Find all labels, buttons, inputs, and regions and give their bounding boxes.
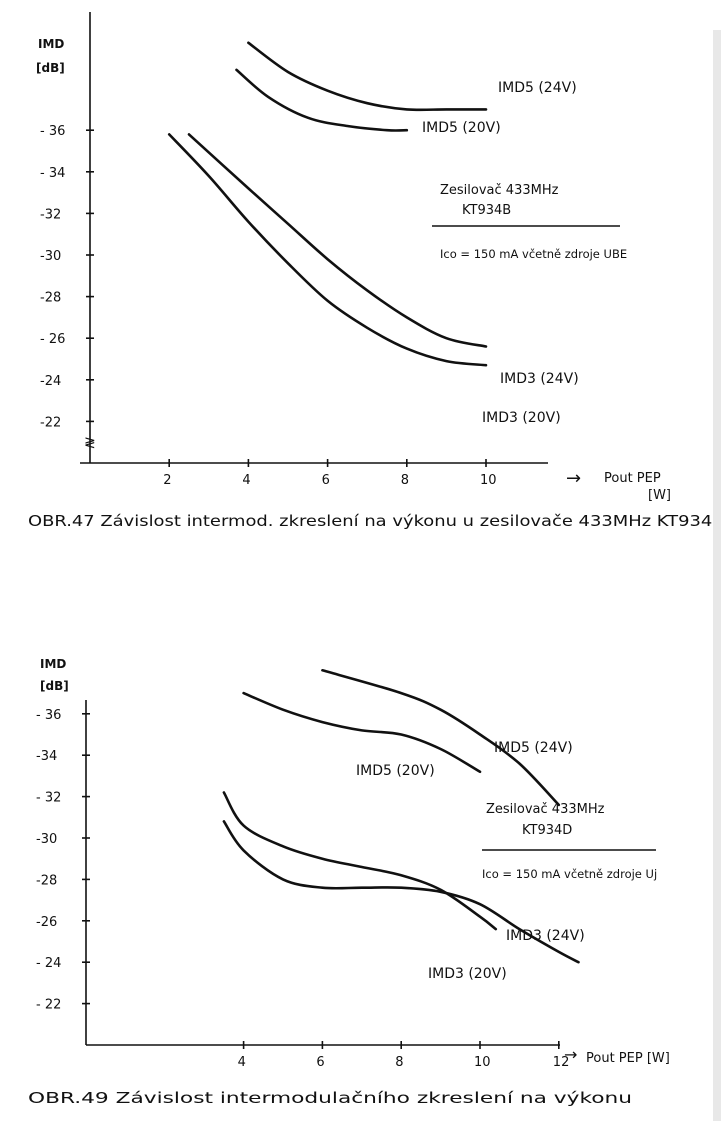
chart-2-caption: OBR.49 Závislost intermodulačního zkresl… — [28, 1089, 632, 1107]
chart-2-ytick-label: -34 — [36, 749, 57, 764]
chart-1-series-imd3-24v — [187, 133, 488, 348]
chart-2-xtick-label: 12 — [553, 1055, 570, 1070]
chart-2-ytick-label: - 32 — [36, 791, 61, 806]
chart-1-ytick-label: -32 — [40, 207, 61, 222]
chart-2-xlabel-arrow: → — [564, 1045, 577, 1064]
chart-1-xtick-label: 4 — [242, 473, 250, 488]
chart-2-ytick-label: -26 — [36, 915, 57, 930]
chart-1-caption: OBR.47 Závislost intermod. zkreslení na … — [28, 512, 718, 530]
chart-1-note-line-2: KT934B — [462, 203, 511, 218]
chart-1-xtick-label: 6 — [322, 473, 330, 488]
chart-1-xtick-label: 8 — [401, 473, 409, 488]
chart-1-ytick-label: - 34 — [40, 166, 65, 181]
chart-2-label-imd3-20v: IMD3 (20V) — [428, 966, 507, 982]
chart-1-xlabel-arrow: → — [566, 468, 581, 489]
chart-2-note-line-3: Ico = 150 mA včetně zdroje Uj — [482, 867, 657, 881]
chart-1-xlabel-line-2: [W] — [648, 488, 671, 503]
chart-1-ytick-label: -28 — [40, 291, 61, 306]
chart-2-xtick-label: 10 — [474, 1055, 491, 1070]
chart-2-ytick-label: - 24 — [36, 956, 61, 971]
chart-1-ylabel-line-1: IMD — [38, 37, 64, 51]
chart-1-ytick-label: - 26 — [40, 332, 65, 347]
chart-1-label-imd3-24v: IMD3 (24V) — [500, 371, 579, 387]
chart-2-label-imd3-24v: IMD3 (24V) — [506, 928, 585, 944]
chart-1-series-imd5-24v — [247, 41, 488, 112]
chart-2-note-line-1: Zesilovač 433MHz — [486, 802, 605, 817]
chart-1-label-imd5-24v: IMD5 (24V) — [498, 80, 577, 96]
chart-2-series-imd3-20v — [222, 791, 498, 931]
chart-2-ylabel-line-1: IMD — [40, 657, 66, 671]
chart-2-note-line-2: KT934D — [522, 823, 572, 838]
chart-1-ytick-label: -30 — [40, 249, 61, 264]
chart-1-xtick-label: 2 — [163, 473, 171, 488]
chart-1-axis-break: ≷ — [84, 435, 96, 451]
chart-1-xtick-label: 10 — [480, 473, 497, 488]
chart-2-xtick-label: 8 — [395, 1055, 403, 1070]
chart-2-series-imd3-24v — [222, 820, 580, 964]
chart-1-label-imd3-20v: IMD3 (20V) — [482, 410, 561, 426]
chart-1: IMD [dB] ≷ - 36 - 34 -32 -30 -28 - 26 -24 -22 2… — [28, 12, 718, 530]
chart-2-label-imd5-20v: IMD5 (20V) — [356, 763, 435, 779]
chart-1-note-line-3: Ico = 150 mA včetně zdroje UBE — [440, 247, 627, 261]
chart-1-ytick-label: - 36 — [40, 124, 65, 139]
chart-1-ylabel-line-2: [dB] — [36, 61, 65, 75]
chart-2-ylabel-line-2: [dB] — [40, 679, 69, 693]
chart-1-xlabel-line-1: Pout PEP — [604, 471, 661, 486]
chart-1-ytick-label: -22 — [40, 415, 61, 430]
chart-1-ytick-label: -24 — [40, 374, 61, 389]
chart-2-xlabel: Pout PEP [W] — [586, 1051, 670, 1066]
chart-2-ytick-label: -30 — [36, 832, 57, 847]
chart-2-ytick-label: -28 — [36, 873, 57, 888]
chart-2-ytick-label: - 22 — [36, 998, 61, 1013]
chart-2: IMD [dB] - 36 -34 - 32 -30 -28 -26 - 24 - 22 4 6… — [28, 657, 670, 1107]
chart-2-series-imd5-20v — [242, 691, 482, 774]
chart-1-series-imd5-20v — [235, 68, 409, 132]
chart-1-xlabel: Pout PEP [W] — [604, 471, 671, 503]
page-edge-shadow — [713, 30, 721, 1121]
chart-1-series-imd3-20v — [167, 133, 488, 367]
chart-2-label-imd5-24v: IMD5 (24V) — [494, 740, 573, 756]
chart-1-note-line-1: Zesilovač 433MHz — [440, 183, 559, 198]
chart-2-xtick-label: 6 — [316, 1055, 324, 1070]
chart-2-xtick-label: 4 — [238, 1055, 246, 1070]
chart-2-series-imd5-24v — [321, 669, 561, 807]
chart-2-ytick-label: - 36 — [36, 708, 61, 723]
chart-1-label-imd5-20v: IMD5 (20V) — [422, 120, 501, 136]
